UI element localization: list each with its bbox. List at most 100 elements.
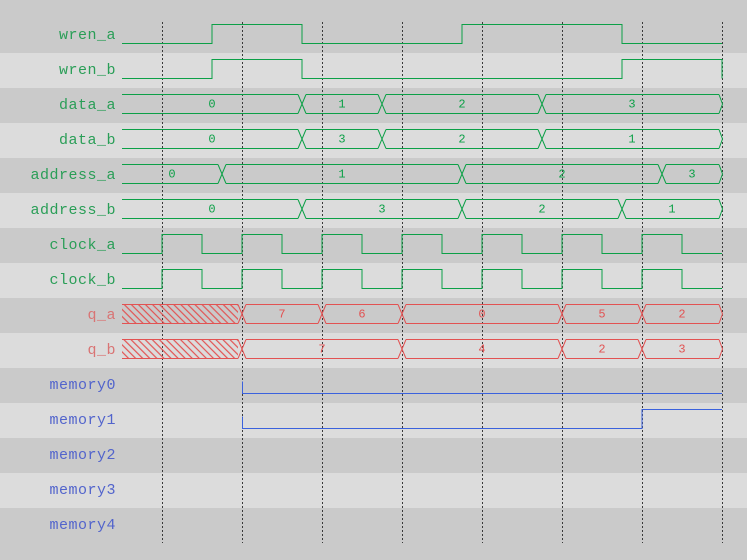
row-band [0,263,747,298]
bus-wave [557,304,638,324]
bus-wave [637,304,724,324]
signal-label-memory3[interactable]: memory3 [49,482,116,499]
bus-value: 2 [678,308,685,322]
bit-wave [122,234,722,254]
bus-value: 0 [478,308,485,322]
bus-wave [297,129,378,149]
waveform-data_a[interactable]: 0 1 2 3 [122,94,724,114]
signal-label-address_b[interactable]: address_b [30,202,116,219]
bus-wave [122,304,238,324]
bus-value: 6 [358,308,365,322]
bus-wave [457,199,618,219]
signal-label-memory2[interactable]: memory2 [49,447,116,464]
bus-wave [122,164,218,184]
row-band [0,123,747,158]
bus-wave [217,164,458,184]
bus-wave [122,129,298,149]
bus-wave [657,164,724,184]
bit-wave [122,24,722,44]
waveform-memory0[interactable] [242,381,722,394]
signal-label-q_b[interactable]: q_b [87,342,116,359]
bus-value: 3 [678,343,685,357]
bus-wave [317,304,398,324]
bus-wave [237,339,398,359]
bus-value: 4 [478,343,485,357]
bus-wave [297,94,378,114]
bus-wave [237,304,318,324]
waveform-q_a[interactable]: 7 6 0 5 2 [122,304,724,324]
bus-value: 3 [688,168,695,182]
signal-label-wren_b[interactable]: wren_b [58,62,116,79]
bus-value: 7 [278,308,285,322]
bus-wave [122,199,298,219]
unknown-region [122,304,238,324]
row-band [0,228,747,263]
waveform-address_b[interactable]: 0 3 2 1 [122,199,724,219]
row-band [0,403,747,438]
bit-wave [242,409,722,429]
bus-wave [537,129,724,149]
bus-wave [122,94,298,114]
waveform-wren_b[interactable] [122,59,723,79]
waveform-q_b[interactable]: 7 4 2 3 [122,339,724,359]
bus-value: 2 [598,343,605,357]
bus-value: 5 [598,308,605,322]
row-band [0,473,747,508]
signal-label-clock_a[interactable]: clock_a [49,237,116,254]
bus-value: 7 [318,343,325,357]
bus-value: 3 [628,98,635,112]
bus-wave [397,339,558,359]
bus-wave [537,94,724,114]
bus-value: 1 [628,133,635,147]
bus-value: 3 [338,133,345,147]
row-band [0,508,747,543]
bus-value: 2 [538,203,545,217]
bus-value: 0 [168,168,175,182]
bus-value: 2 [458,98,465,112]
bus-wave [637,339,724,359]
row-band [0,158,747,193]
bus-wave [557,339,638,359]
unknown-region [122,339,238,359]
signal-label-memory0[interactable]: memory0 [49,377,116,394]
bus-wave [122,339,238,359]
bus-value: 1 [338,98,345,112]
row-band [0,438,747,473]
signal-label-data_b[interactable]: data_b [58,132,116,149]
signal-label-clock_b[interactable]: clock_b [49,272,116,289]
bus-wave [297,199,458,219]
bus-value: 2 [458,133,465,147]
waveform-data_b[interactable]: 0 3 2 1 [122,129,724,149]
bus-wave [457,164,658,184]
row-band [0,368,747,403]
signal-label-data_a[interactable]: data_a [58,97,116,114]
waveform-wren_a[interactable] [122,24,722,44]
bit-wave [122,269,722,289]
waveform-memory1[interactable] [242,409,722,429]
waveform-clock_a[interactable] [122,234,722,254]
bus-value: 0 [208,133,215,147]
bus-wave [377,129,538,149]
signal-label-wren_a[interactable]: wren_a [58,27,116,44]
bit-wave [122,59,723,79]
signal-label-address_a[interactable]: address_a [30,167,116,184]
waveform-address_a[interactable]: 0 1 2 3 [122,164,724,184]
bus-wave [377,94,538,114]
bus-value: 3 [378,203,385,217]
wave-layer: 0 1 2 3 0 3 2 1 0 1 2 3 0 3 2 1 7 6 0 5 2 7 4 2 3 [122,24,724,429]
bus-wave [397,304,558,324]
waveform-clock_b[interactable] [122,269,722,289]
row-band [0,88,747,123]
bus-wave [617,199,724,219]
signal-label-memory4[interactable]: memory4 [49,517,116,534]
signal-label-q_a[interactable]: q_a [87,307,116,324]
signal-label-memory1[interactable]: memory1 [49,412,116,429]
bus-value: 0 [208,203,215,217]
bus-value: 0 [208,98,215,112]
bus-value: 1 [668,203,675,217]
bus-value: 2 [558,168,565,182]
bus-value: 1 [338,168,345,182]
